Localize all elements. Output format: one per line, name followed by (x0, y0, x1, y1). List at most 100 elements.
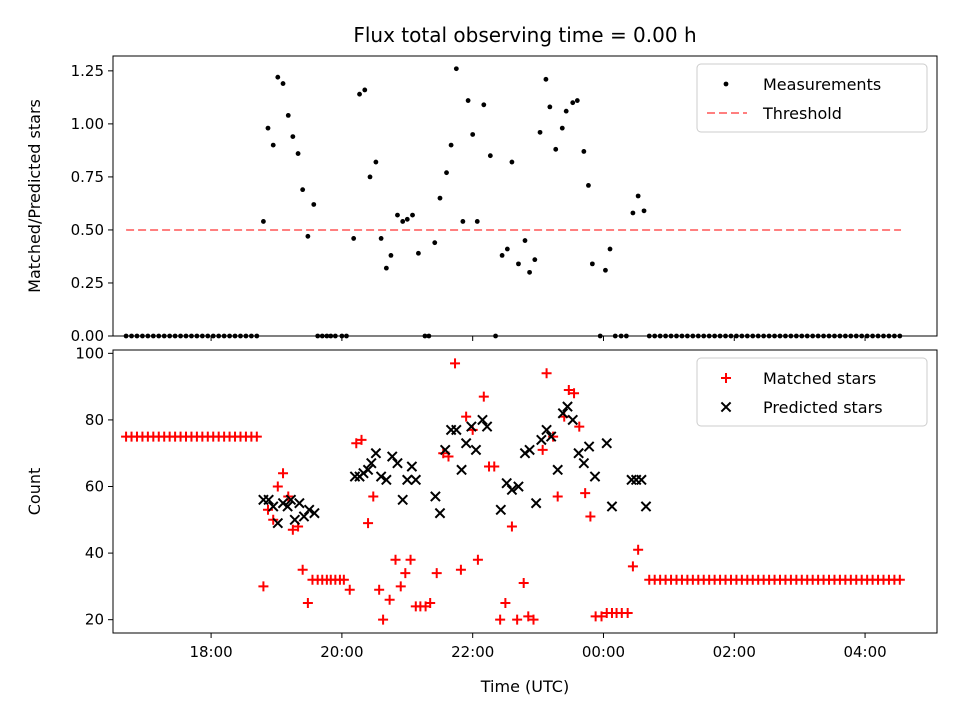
matched-star-point (338, 574, 349, 585)
predicted-star-point (583, 441, 595, 452)
measurement-point (400, 219, 406, 224)
measurement-point (701, 333, 707, 339)
measurement-point (324, 333, 330, 339)
measurement-point (410, 212, 415, 218)
matched-star-point (461, 411, 472, 422)
measurement-point (695, 333, 701, 339)
measurement-point (641, 208, 647, 214)
measurement-point (755, 333, 761, 339)
predicted-star-point (267, 501, 279, 512)
measurement-point (777, 333, 783, 339)
matched-star-point (518, 578, 529, 589)
measurement-point (810, 333, 816, 339)
matched-star-point (450, 358, 461, 369)
legend-box (696, 357, 928, 427)
measurement-point (504, 246, 510, 252)
predicted-star-point (536, 434, 547, 446)
measurement-point (465, 98, 471, 103)
measurement-point (305, 233, 311, 239)
measurement-point (388, 252, 394, 258)
predicted-star-point (309, 507, 320, 519)
predicted-star-point (545, 431, 557, 442)
matched-star-point (552, 491, 563, 502)
matched-star-point (580, 488, 591, 499)
matched-star-point (528, 614, 539, 625)
measurement-point (635, 193, 641, 199)
measurement-point (589, 261, 595, 267)
matched-star-point (512, 614, 523, 625)
predicted-star-point (567, 414, 579, 426)
y-tick-label: 0.00 (71, 327, 104, 345)
predicted-star-point (524, 444, 535, 456)
measurement-point (870, 333, 876, 339)
measurement-point (332, 333, 338, 339)
measurement-point (717, 333, 723, 339)
measurement-point (232, 333, 238, 339)
measurement-point (145, 333, 151, 339)
predicted-star-point (477, 414, 488, 426)
y-tick-label: 0.25 (71, 274, 104, 292)
matched-star-point (425, 598, 436, 609)
measurement-point (744, 333, 750, 339)
matched-star-point (478, 391, 489, 402)
predicted-star-point (392, 457, 403, 469)
legend-label: Threshold (762, 104, 842, 123)
legend: Measurements Threshold (696, 63, 928, 133)
matched-star-point (374, 584, 385, 595)
measurement-point (734, 333, 739, 339)
measurement-point (351, 236, 357, 241)
measurement-point (712, 333, 718, 339)
measurement-point (586, 182, 591, 188)
measurement-point (788, 333, 794, 339)
matched-star-point (633, 544, 644, 555)
measurement-point (826, 333, 832, 339)
matched-star-point (495, 614, 506, 625)
measurement-point (487, 153, 493, 159)
predicted-star-point (470, 444, 482, 456)
measurement-point (210, 333, 216, 339)
predicted-star-point (589, 471, 601, 482)
predicted-star-point (606, 501, 618, 512)
measurement-point (134, 333, 140, 339)
predicted-star-point (557, 407, 569, 419)
x-tick-label: 22:00 (451, 643, 494, 661)
matched-star-point (455, 564, 466, 575)
x-tick-label: 02:00 (713, 643, 756, 661)
measurement-point (453, 66, 459, 72)
measurement-point (311, 202, 317, 207)
legend-marker-x (720, 401, 732, 413)
predicted-star-point (466, 421, 477, 432)
measurement-point (167, 333, 173, 339)
measurement-point (265, 125, 271, 131)
measurement-point (783, 333, 788, 339)
matched-star-point (297, 564, 308, 575)
measurement-point (248, 333, 254, 339)
matched-star-point (356, 434, 367, 445)
measurement-point (328, 333, 334, 339)
measurement-point (597, 333, 603, 339)
measurement-point (875, 333, 881, 339)
measurement-point (172, 333, 178, 339)
predicted-star-point (626, 474, 637, 486)
matched-star-point (894, 574, 905, 585)
predicted-star-point (370, 447, 382, 459)
legend-box (696, 63, 928, 133)
measurement-point (238, 333, 243, 339)
measurement-point (183, 333, 189, 339)
predicted-star-point (513, 481, 524, 492)
predicted-star-point (456, 464, 467, 476)
measurement-point (668, 333, 674, 339)
predicted-star-point (451, 424, 462, 436)
measurement-point (623, 333, 629, 339)
measurement-point (300, 187, 306, 193)
measurement-point (481, 102, 487, 108)
matched-star-point (569, 388, 580, 399)
matched-star-point (344, 584, 355, 595)
measurement-point (383, 265, 389, 271)
measurement-point (261, 219, 266, 224)
legend-label: Measurements (763, 75, 881, 94)
matched-star-point (405, 554, 416, 565)
axes-frame (112, 55, 938, 337)
measurement-point (799, 333, 805, 339)
